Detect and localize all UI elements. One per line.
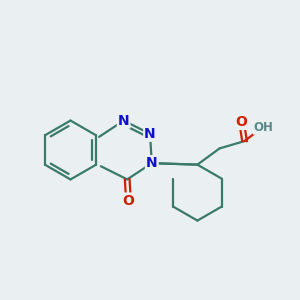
Text: O: O (236, 115, 247, 129)
Text: N: N (146, 156, 158, 170)
Text: N: N (118, 114, 130, 128)
Text: N: N (144, 127, 156, 141)
Text: O: O (122, 194, 134, 208)
Text: OH: OH (254, 121, 274, 134)
